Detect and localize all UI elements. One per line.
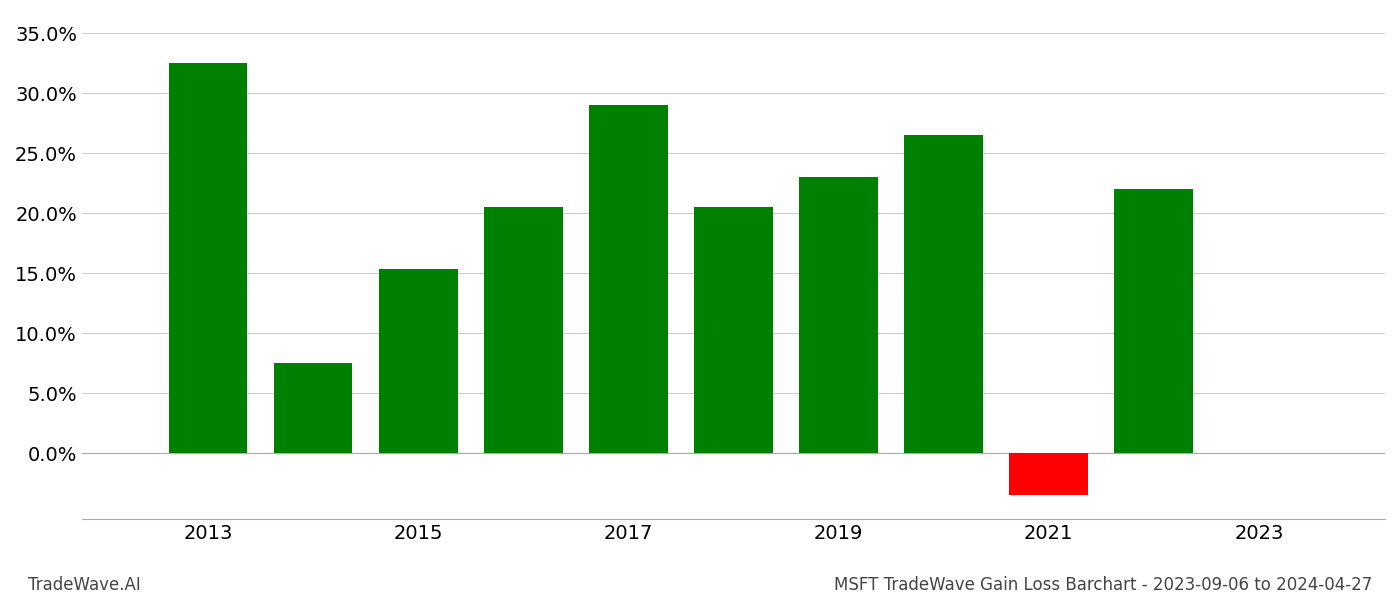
Bar (168, 63, 248, 453)
Bar (1009, 453, 1088, 495)
Bar (694, 207, 773, 453)
Bar (799, 177, 878, 453)
Bar (589, 105, 668, 453)
Bar (273, 363, 353, 453)
Text: MSFT TradeWave Gain Loss Barchart - 2023-09-06 to 2024-04-27: MSFT TradeWave Gain Loss Barchart - 2023… (834, 576, 1372, 594)
Bar (1114, 189, 1193, 453)
Bar (484, 207, 563, 453)
Bar (379, 269, 458, 453)
Text: TradeWave.AI: TradeWave.AI (28, 576, 141, 594)
Bar (904, 135, 983, 453)
